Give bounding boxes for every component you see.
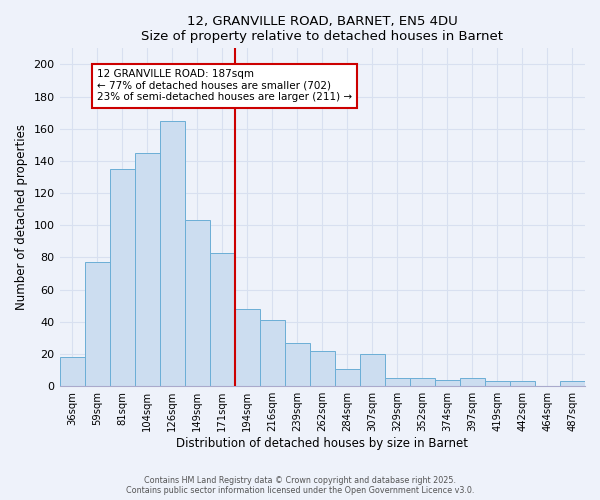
Bar [160, 120, 185, 386]
Bar [435, 380, 460, 386]
Bar [385, 378, 410, 386]
Bar [85, 262, 110, 386]
Bar [410, 378, 435, 386]
Title: 12, GRANVILLE ROAD, BARNET, EN5 4DU
Size of property relative to detached houses: 12, GRANVILLE ROAD, BARNET, EN5 4DU Size… [141, 15, 503, 43]
Bar [335, 368, 360, 386]
Bar [510, 382, 535, 386]
Bar [310, 351, 335, 386]
Bar [485, 382, 510, 386]
X-axis label: Distribution of detached houses by size in Barnet: Distribution of detached houses by size … [176, 437, 468, 450]
Bar [235, 309, 260, 386]
Bar [185, 220, 209, 386]
Bar [110, 169, 134, 386]
Text: Contains HM Land Registry data © Crown copyright and database right 2025.
Contai: Contains HM Land Registry data © Crown c… [126, 476, 474, 495]
Y-axis label: Number of detached properties: Number of detached properties [15, 124, 28, 310]
Bar [360, 354, 385, 386]
Bar [285, 343, 310, 386]
Bar [134, 153, 160, 386]
Text: 12 GRANVILLE ROAD: 187sqm
← 77% of detached houses are smaller (702)
23% of semi: 12 GRANVILLE ROAD: 187sqm ← 77% of detac… [97, 69, 352, 102]
Bar [560, 382, 585, 386]
Bar [59, 357, 85, 386]
Bar [460, 378, 485, 386]
Bar [260, 320, 285, 386]
Bar [209, 252, 235, 386]
